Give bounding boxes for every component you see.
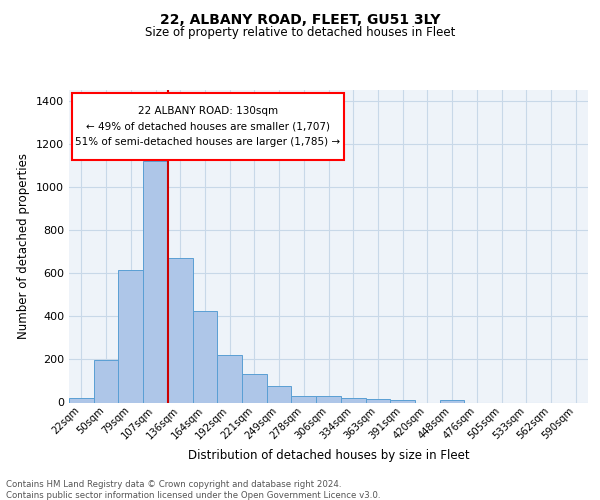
Bar — [316, 396, 341, 402]
Bar — [242, 374, 267, 402]
Bar — [267, 386, 292, 402]
Text: Size of property relative to detached houses in Fleet: Size of property relative to detached ho… — [145, 26, 455, 39]
Bar — [341, 398, 365, 402]
Text: 22 ALBANY ROAD: 130sqm
← 49% of detached houses are smaller (1,707)
51% of semi-: 22 ALBANY ROAD: 130sqm ← 49% of detached… — [75, 106, 340, 148]
Text: 22, ALBANY ROAD, FLEET, GU51 3LY: 22, ALBANY ROAD, FLEET, GU51 3LY — [160, 12, 440, 26]
X-axis label: Distribution of detached houses by size in Fleet: Distribution of detached houses by size … — [188, 449, 469, 462]
Bar — [118, 270, 143, 402]
Y-axis label: Number of detached properties: Number of detached properties — [17, 153, 31, 339]
Bar — [365, 400, 390, 402]
Bar — [143, 161, 168, 402]
Text: Contains HM Land Registry data © Crown copyright and database right 2024.
Contai: Contains HM Land Registry data © Crown c… — [6, 480, 380, 500]
Bar — [440, 400, 464, 402]
Bar — [217, 355, 242, 403]
Bar — [168, 258, 193, 402]
Bar — [69, 398, 94, 402]
Bar — [193, 311, 217, 402]
FancyBboxPatch shape — [71, 93, 344, 160]
Bar — [94, 360, 118, 403]
Bar — [292, 396, 316, 402]
Bar — [390, 400, 415, 402]
